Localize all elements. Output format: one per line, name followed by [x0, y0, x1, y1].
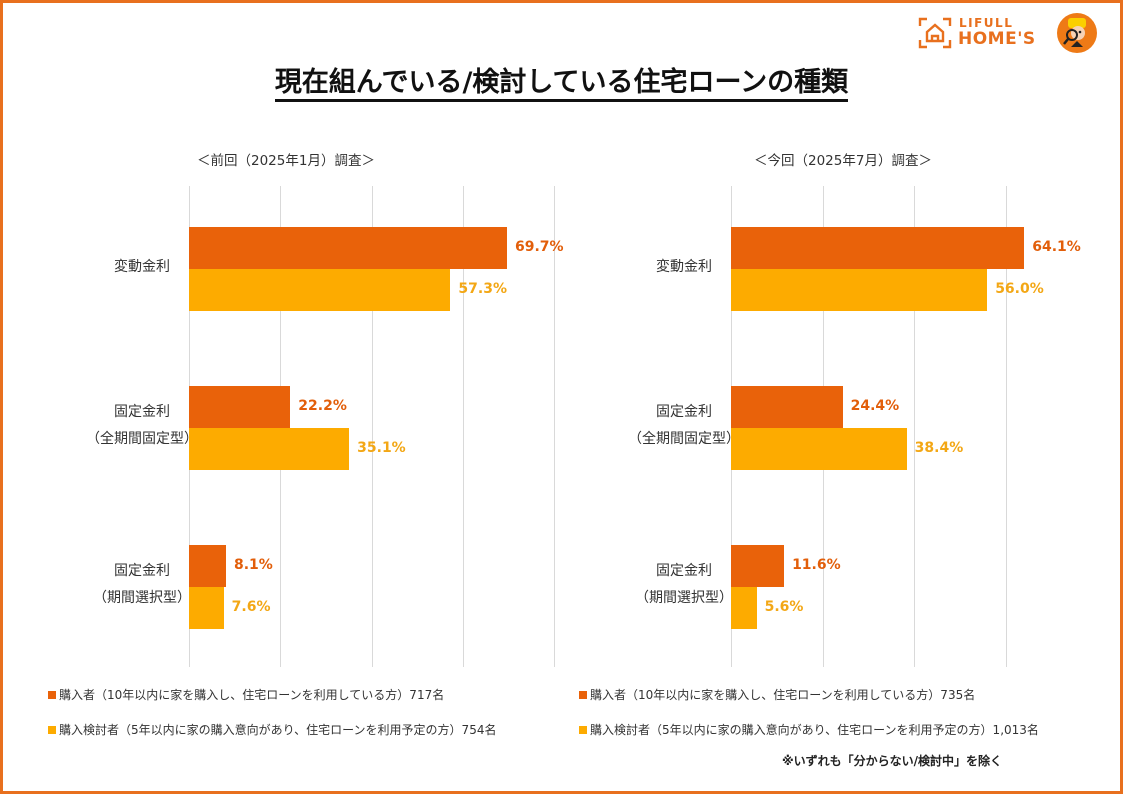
gridline: [462, 186, 464, 667]
data-label: 7.6%: [231, 599, 271, 615]
bar-buyer: [189, 227, 507, 269]
data-label: 5.6%: [764, 599, 804, 615]
bar-consider: [731, 269, 988, 311]
data-label: 38.4%: [914, 440, 964, 456]
bar-buyer: [731, 386, 843, 428]
legend-label: 購入者（10年以内に家を購入し、住宅ローンを利用している方）735名: [590, 688, 976, 702]
legend-item-consider: 購入検討者（5年以内に家の購入意向があり、住宅ローンを利用予定の方）1,013名: [579, 721, 1039, 738]
legend-swatch: [48, 726, 56, 734]
data-label: 11.6%: [792, 557, 841, 573]
bar-consider: [731, 428, 907, 470]
gridline: [371, 186, 373, 667]
data-label: 35.1%: [357, 440, 406, 456]
page-title: 現在組んでいる/検討している住宅ローンの種類: [0, 60, 1123, 102]
mascot-icon: [1057, 13, 1097, 53]
bar-consider: [731, 587, 757, 629]
category-label-line: 固定金利: [656, 563, 712, 579]
bar-consider: [189, 269, 451, 311]
legend-item-buyer: 購入者（10年以内に家を購入し、住宅ローンを利用している方）717名: [48, 686, 444, 703]
category-label-line: （期間選択型）: [93, 590, 191, 606]
category-label: 固定金利 （期間選択型）: [62, 558, 222, 612]
legend-swatch: [579, 726, 587, 734]
data-label: 69.7%: [515, 239, 564, 255]
chart-title: ＜今回（2025年7月）調査＞: [754, 153, 932, 169]
category-label-line: （期間選択型）: [635, 590, 733, 606]
gridline: [1005, 186, 1007, 667]
category-label: 固定金利 （期間選択型）: [604, 558, 764, 612]
bar-buyer: [189, 545, 226, 587]
bar-buyer: [189, 386, 291, 428]
category-label: 固定金利 （全期間固定型）: [604, 399, 764, 453]
category-label: 変動金利: [604, 254, 764, 281]
gridline: [554, 186, 555, 667]
category-label-line: （全期間固定型）: [628, 431, 740, 447]
category-label-line: 固定金利: [656, 404, 712, 420]
category-label-line: 変動金利: [114, 258, 170, 275]
logo-text-bottom: HOME'S: [958, 29, 1036, 49]
bar-consider: [189, 587, 224, 629]
lifull-homes-logo: LIFULL HOME'S: [918, 12, 1098, 56]
data-label: 56.0%: [995, 281, 1044, 297]
category-label: 固定金利 （全期間固定型）: [62, 399, 222, 453]
bar-consider: [189, 428, 350, 470]
category-label-line: 変動金利: [656, 258, 712, 275]
legend-swatch: [579, 691, 587, 699]
house-icon: [918, 17, 952, 49]
data-label: 8.1%: [233, 557, 273, 573]
category-label-line: （全期間固定型）: [86, 431, 198, 447]
legend-label: 購入検討者（5年以内に家の購入意向があり、住宅ローンを利用予定の方）1,013名: [590, 723, 1039, 737]
footnote: ※いずれも「分からない/検討中」を除く: [782, 754, 1003, 768]
data-label: 22.2%: [298, 398, 347, 414]
legend-label: 購入検討者（5年以内に家の購入意向があり、住宅ローンを利用予定の方）754名: [59, 723, 497, 737]
chart-title: ＜前回（2025年1月）調査＞: [197, 153, 375, 169]
category-label-line: 固定金利: [114, 404, 170, 420]
category-label: 変動金利: [62, 254, 222, 281]
bar-buyer: [731, 545, 785, 587]
bar-buyer: [731, 227, 1025, 269]
gridline: [914, 186, 915, 667]
data-label: 57.3%: [458, 281, 507, 297]
logo-text-top: LIFULL: [959, 16, 1014, 30]
category-label-line: 固定金利: [114, 563, 170, 579]
legend-item-consider: 購入検討者（5年以内に家の購入意向があり、住宅ローンを利用予定の方）754名: [48, 721, 496, 738]
data-label: 24.4%: [850, 398, 900, 414]
legend-label: 購入者（10年以内に家を購入し、住宅ローンを利用している方）717名: [59, 688, 445, 702]
legend-swatch: [48, 691, 56, 699]
legend-item-buyer: 購入者（10年以内に家を購入し、住宅ローンを利用している方）735名: [579, 686, 975, 703]
page-title-text: 現在組んでいる/検討している住宅ローンの種類: [274, 67, 849, 102]
data-label: 64.1%: [1032, 239, 1081, 255]
